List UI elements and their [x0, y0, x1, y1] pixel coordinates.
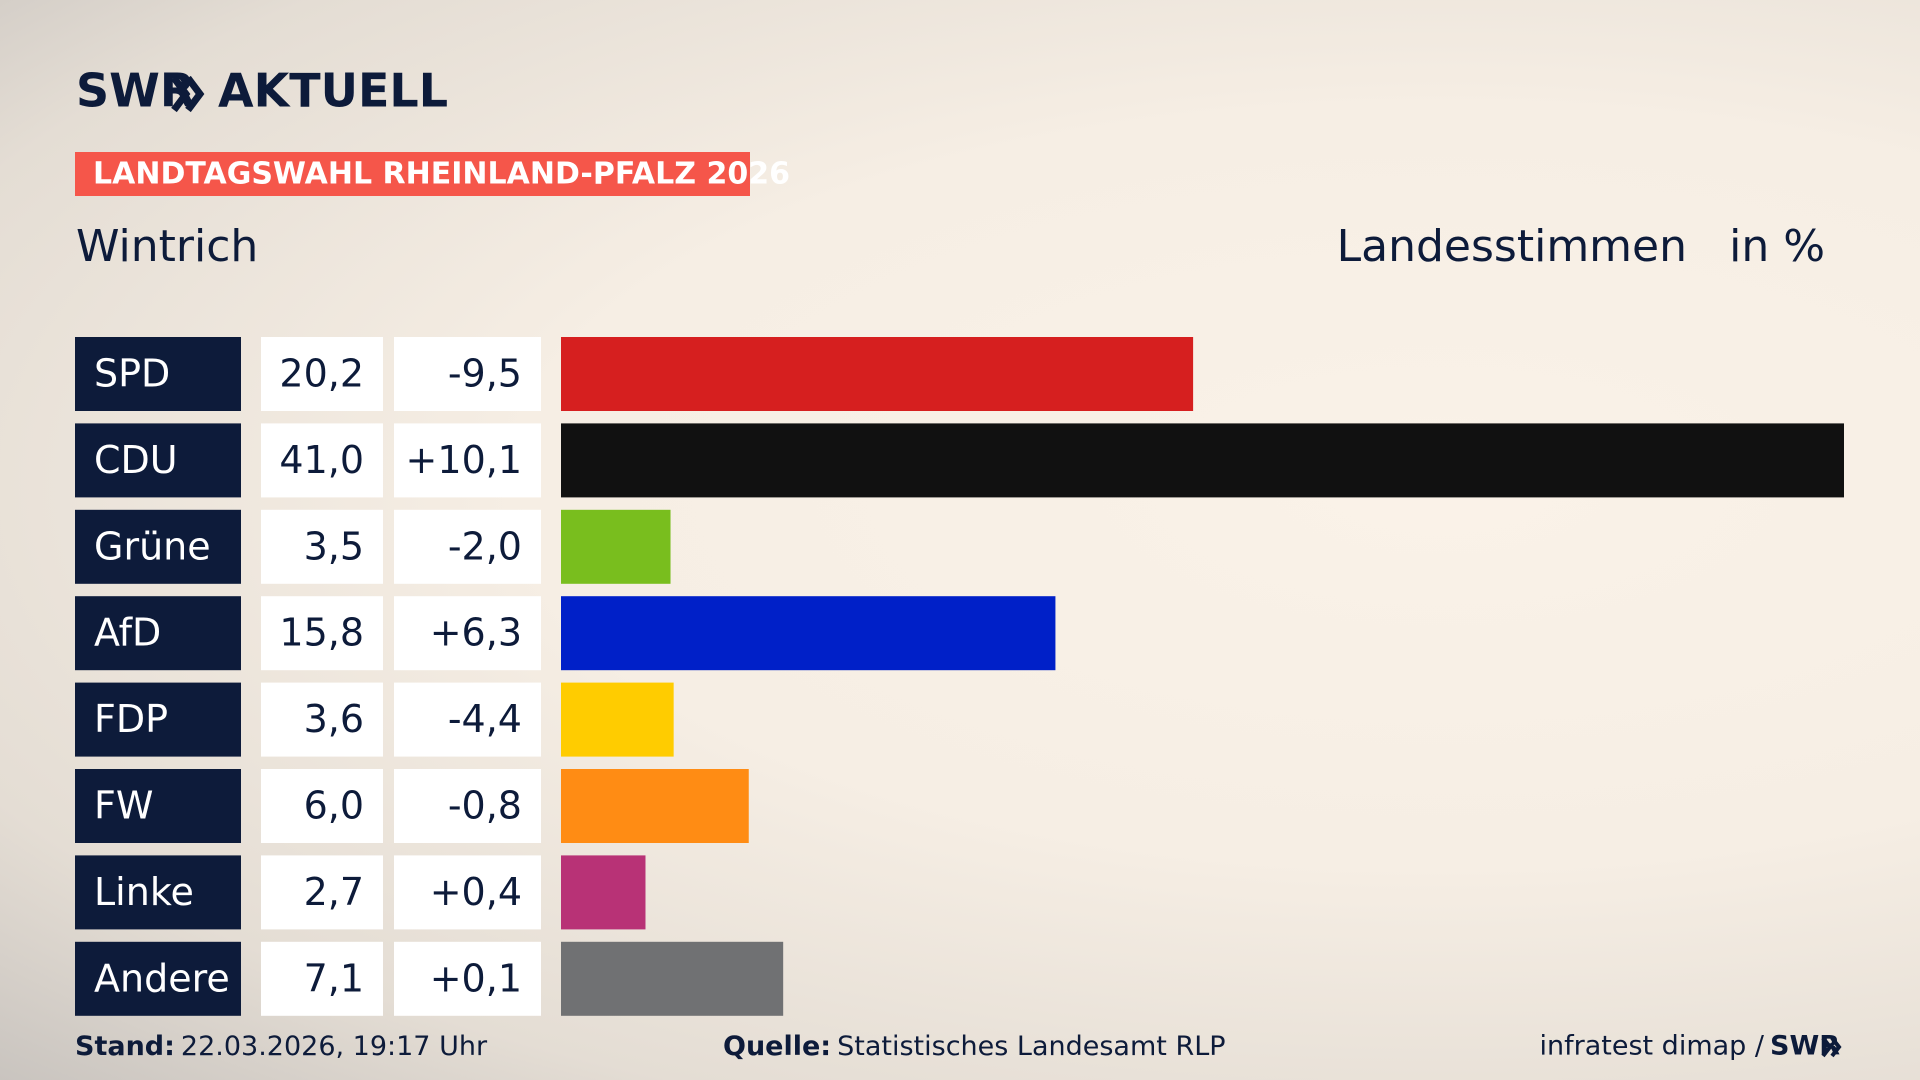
party-label: Linke — [94, 870, 194, 914]
value-box — [261, 596, 383, 671]
change-label: -4,4 — [448, 697, 522, 741]
party-box — [75, 855, 241, 930]
footer-right: infratest dimap / — [1539, 1031, 1764, 1062]
change-label: -9,5 — [448, 352, 522, 396]
party-label: Andere — [94, 956, 230, 1000]
value-box — [261, 855, 383, 930]
change-box — [394, 337, 541, 411]
party-label: Grüne — [94, 524, 211, 568]
unit: in % — [1729, 221, 1825, 272]
brand-chevrons — [171, 75, 205, 113]
vote-type: Landesstimmen — [1337, 221, 1687, 272]
party-label: CDU — [94, 438, 178, 482]
value-box — [261, 682, 383, 757]
bar — [561, 596, 1056, 671]
banner-text: LANDTAGSWAHL RHEINLAND-PFALZ 2026 — [93, 157, 790, 192]
party-box — [75, 682, 241, 757]
value-label: 7,1 — [304, 956, 364, 1000]
party-box — [75, 423, 241, 498]
party-label: SPD — [94, 352, 170, 396]
change-label: -0,8 — [448, 784, 522, 828]
bar — [561, 769, 749, 843]
banner — [75, 152, 750, 196]
bar — [561, 423, 1844, 498]
party-box — [75, 941, 241, 1016]
change-box — [394, 682, 541, 757]
bar — [561, 337, 1194, 411]
value-label: 3,6 — [304, 697, 364, 741]
change-box — [394, 769, 541, 843]
value-label: 20,2 — [279, 352, 364, 396]
party-box — [75, 596, 241, 671]
value-label: 15,8 — [279, 611, 364, 655]
source-value: Statistisches Landesamt RLP — [837, 1031, 1225, 1062]
bar — [561, 941, 784, 1016]
change-box — [394, 596, 541, 671]
change-box — [394, 509, 541, 584]
stand-value: 22.03.2026, 19:17 Uhr — [181, 1031, 488, 1062]
value-label: 6,0 — [304, 784, 364, 828]
value-box — [261, 337, 383, 411]
footer-left: Stand: 22.03.2026, 19:17 Uhr — [75, 1031, 488, 1062]
party-label: AfD — [94, 611, 161, 655]
source-label: Quelle: — [723, 1031, 831, 1062]
party-box — [75, 769, 241, 843]
party-box — [75, 509, 241, 584]
bar — [561, 855, 646, 930]
value-label: 41,0 — [279, 438, 364, 482]
change-label: +0,4 — [430, 870, 522, 914]
bar — [561, 682, 674, 757]
value-box — [261, 941, 383, 1016]
bar — [561, 509, 671, 584]
change-label: +6,3 — [430, 611, 522, 655]
change-label: -2,0 — [448, 524, 522, 568]
party-box — [75, 337, 241, 411]
brand-program: AKTUELL — [218, 64, 448, 118]
change-box — [394, 941, 541, 1016]
value-box — [261, 509, 383, 584]
party-label: FDP — [94, 697, 168, 741]
value-box — [261, 423, 383, 498]
footer-chevrons — [1821, 1036, 1842, 1058]
value-box — [261, 769, 383, 843]
change-box — [394, 423, 541, 498]
change-label: +10,1 — [406, 438, 522, 482]
change-box — [394, 855, 541, 930]
party-label: FW — [94, 784, 153, 828]
location: Wintrich — [76, 221, 258, 272]
value-label: 2,7 — [304, 870, 364, 914]
value-label: 3,5 — [304, 524, 364, 568]
footer-mid: Quelle: Statistisches Landesamt RLP — [723, 1031, 1226, 1062]
change-label: +0,1 — [430, 956, 522, 1000]
stand-label: Stand: — [75, 1031, 175, 1062]
